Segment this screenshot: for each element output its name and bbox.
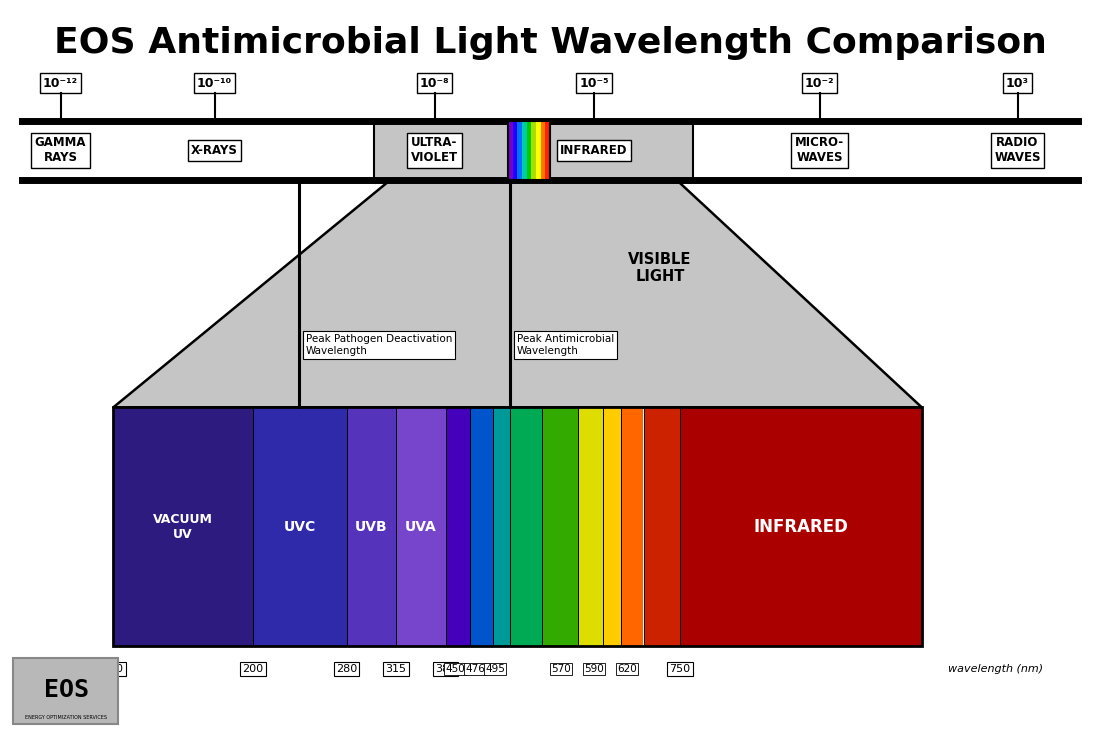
Text: UVC: UVC — [284, 520, 316, 534]
Bar — [396, 407, 446, 646]
Text: UVA: UVA — [405, 520, 437, 534]
Bar — [542, 407, 578, 646]
Text: 450: 450 — [446, 664, 465, 675]
Text: EOS Antimicrobial Light Wavelength Comparison: EOS Antimicrobial Light Wavelength Compa… — [54, 26, 1046, 59]
Bar — [508, 121, 550, 180]
Text: 10⁻¹⁰: 10⁻¹⁰ — [197, 76, 232, 90]
Bar — [546, 121, 550, 180]
Text: 100: 100 — [102, 664, 124, 675]
Bar — [346, 407, 396, 646]
Bar — [374, 121, 693, 180]
Text: 200: 200 — [242, 664, 264, 675]
Text: 476: 476 — [465, 664, 485, 675]
Bar — [493, 407, 510, 646]
Bar — [644, 407, 680, 646]
Bar — [510, 407, 542, 646]
Bar — [541, 121, 546, 180]
Text: EOS: EOS — [44, 678, 88, 702]
Text: Peak Pathogen Deactivation
Wavelength: Peak Pathogen Deactivation Wavelength — [306, 334, 452, 355]
Text: 280: 280 — [336, 664, 358, 675]
Bar — [470, 407, 493, 646]
Text: VACUUM
UV: VACUUM UV — [153, 512, 213, 541]
Text: 10⁻²: 10⁻² — [805, 76, 834, 90]
Bar — [113, 407, 922, 646]
Bar — [527, 121, 531, 180]
Text: X-RAYS: X-RAYS — [191, 144, 238, 157]
Text: 750: 750 — [669, 664, 691, 675]
Text: 10⁻⁸: 10⁻⁸ — [420, 76, 449, 90]
Text: Peak Antimicrobial
Wavelength: Peak Antimicrobial Wavelength — [517, 334, 614, 355]
Bar — [680, 407, 922, 646]
Bar — [578, 407, 603, 646]
Text: 495: 495 — [485, 664, 505, 675]
Text: 620: 620 — [617, 664, 637, 675]
Text: 10⁻¹²: 10⁻¹² — [43, 76, 78, 90]
Bar — [621, 407, 643, 646]
Text: 380: 380 — [434, 664, 456, 675]
Bar — [517, 121, 522, 180]
Bar — [531, 121, 536, 180]
Text: INFRARED: INFRARED — [754, 517, 848, 536]
Text: 570: 570 — [551, 664, 571, 675]
Text: VISIBLE
LIGHT: VISIBLE LIGHT — [628, 252, 692, 284]
Bar — [508, 121, 513, 180]
Polygon shape — [113, 180, 922, 407]
Text: GAMMA
RAYS: GAMMA RAYS — [35, 137, 86, 164]
Text: wavelength (nm): wavelength (nm) — [948, 664, 1043, 675]
Bar — [253, 407, 346, 646]
Text: UVB: UVB — [355, 520, 387, 534]
Text: ULTRA-
VIOLET: ULTRA- VIOLET — [411, 137, 458, 164]
Bar — [113, 407, 253, 646]
Text: 590: 590 — [584, 664, 604, 675]
Text: 10³: 10³ — [1006, 76, 1028, 90]
Bar — [13, 658, 118, 724]
Text: 10⁻⁵: 10⁻⁵ — [580, 76, 608, 90]
Text: MICRO-
WAVES: MICRO- WAVES — [795, 137, 844, 164]
Bar — [522, 121, 527, 180]
Bar — [536, 121, 541, 180]
Text: ENERGY OPTIMIZATION SERVICES: ENERGY OPTIMIZATION SERVICES — [25, 716, 107, 720]
Text: INFRARED: INFRARED — [560, 144, 628, 157]
Bar — [446, 407, 470, 646]
Bar — [513, 121, 517, 180]
Bar — [603, 407, 622, 646]
Text: 315: 315 — [385, 664, 407, 675]
Text: RADIO
WAVES: RADIO WAVES — [994, 137, 1041, 164]
